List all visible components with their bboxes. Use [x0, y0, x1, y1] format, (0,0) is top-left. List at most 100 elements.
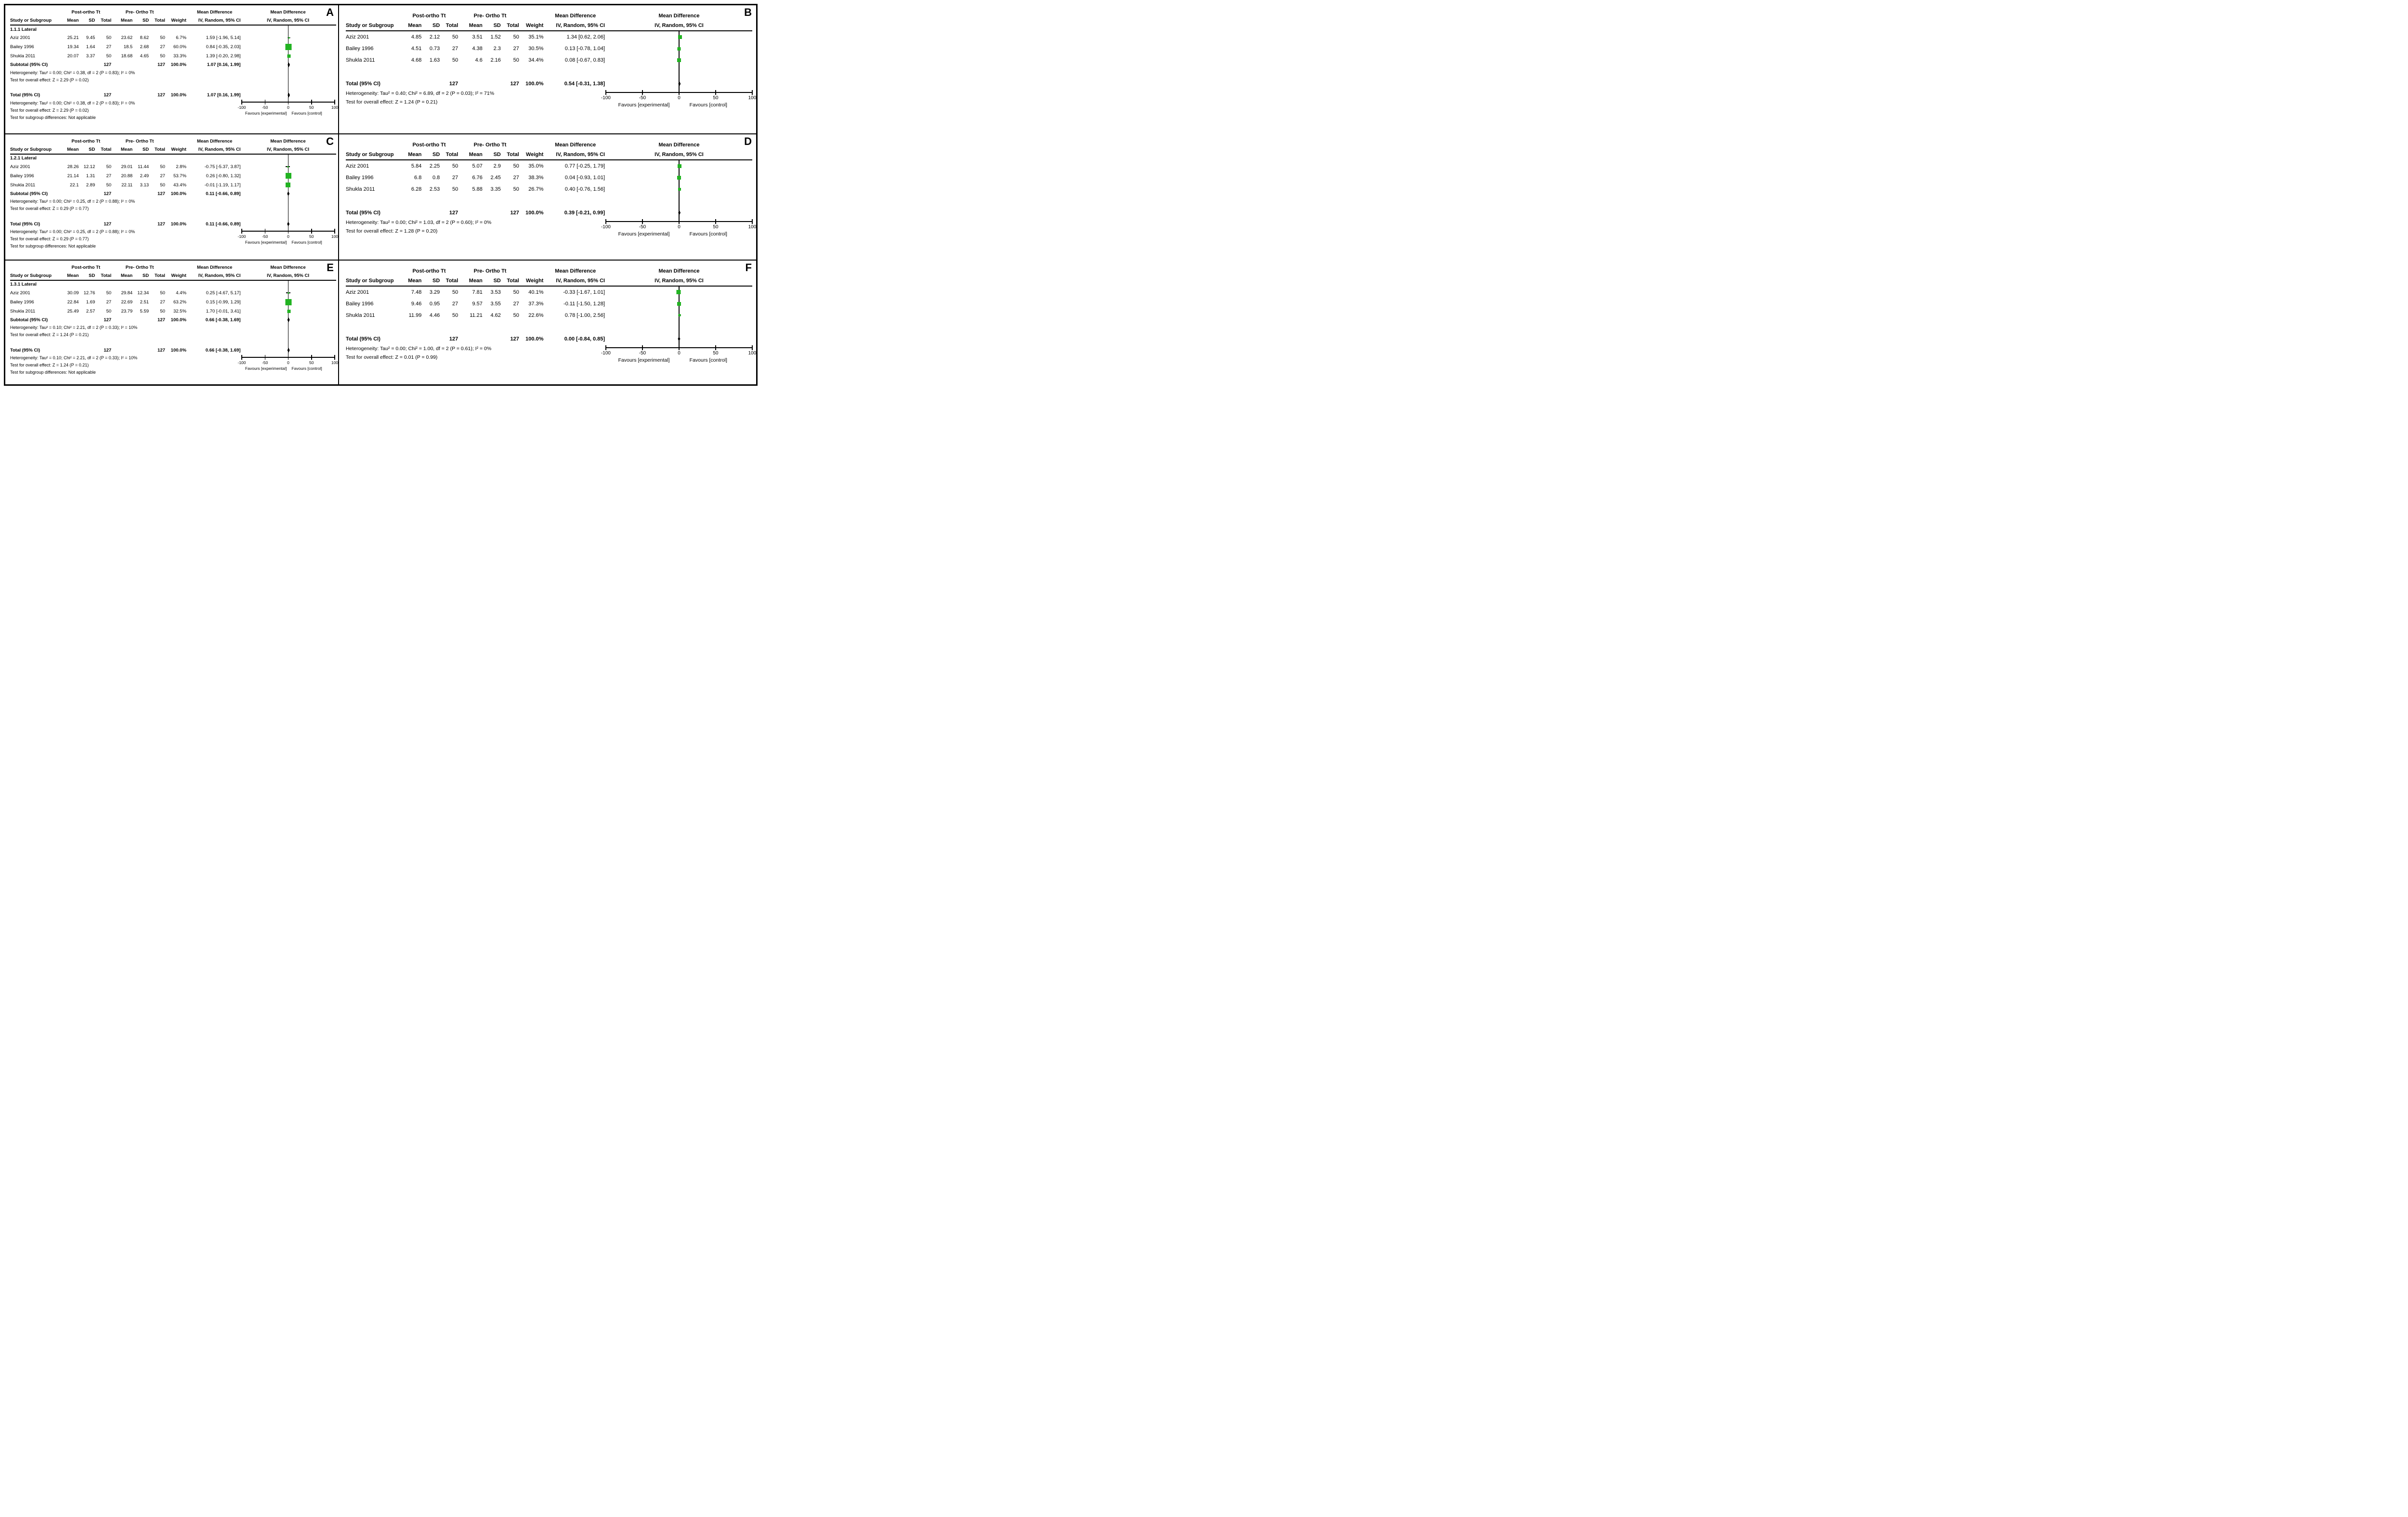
total-ctl-cell: 50: [513, 312, 519, 318]
column-header-2: SD: [432, 151, 440, 157]
ci-cell: 1.07 [0.16, 1.99]: [207, 92, 241, 98]
effect-measure-header: Mean Difference: [197, 10, 233, 15]
column-header-study: Study or Subgroup: [10, 273, 52, 278]
ci-cell: 0.15 [-0.99, 1.29]: [206, 299, 241, 305]
table-row: Aziz 2001 4.85 2.12 50 3.51 1.52 50 35.1% 1.34 […: [346, 31, 752, 43]
note-row: Test for subgroup differences: Not appli…: [10, 243, 336, 250]
study-name: Aziz 2001: [345, 289, 369, 295]
sd-ctl-cell: 2.3: [493, 46, 501, 52]
sd-ctl-cell: 3.53: [490, 289, 501, 295]
column-header-7: Weight: [171, 18, 186, 23]
sd-ctl-cell: 2.68: [140, 44, 149, 50]
note-row: Heterogeneity: Tau² = 0.00; Chi² = 0.25,…: [10, 198, 336, 205]
total-ctl-cell: 127: [157, 221, 165, 227]
total-ctl-cell: 127: [157, 191, 165, 196]
spacer-row: [10, 212, 336, 220]
overall-effect-note: Test for overall effect: Z = 0.01 (P = 0…: [345, 354, 438, 360]
column-header-5: SD: [142, 273, 149, 278]
study-name: Aziz 2001: [345, 163, 369, 169]
total-label: Total (95% CI): [345, 81, 380, 87]
total-row: Total (95% CI) 127 127 100.0% 0.00 [-0.84, 0…: [346, 334, 752, 344]
effect-measure-header: Mean Difference: [197, 138, 233, 144]
column-header-4: Mean: [469, 277, 483, 284]
group-header-row: Post-ortho Tt Pre- Ortho Tt Mean Differenc…: [346, 266, 752, 276]
note-row: Test for overall effect: Z = 2.29 (P = 0…: [10, 76, 336, 83]
experimental-group-header: Post-ortho Tt: [412, 268, 446, 274]
total-exp-cell: 127: [449, 81, 458, 87]
column-header-3: Total: [101, 146, 112, 152]
subgroup-label: 1.1.1 Lateral: [10, 26, 37, 32]
column-header-2: SD: [89, 18, 95, 23]
spacer-row: [346, 66, 752, 78]
heterogeneity-note: Heterogeneity: Tau² = 0.00; Chi² = 1.00,…: [345, 345, 492, 352]
column-header-2: SD: [432, 23, 440, 28]
study-name: Bailey 1996: [345, 301, 374, 307]
panel-rows: Post-ortho Tt Pre- Ortho Tt Mean Differenc…: [339, 5, 756, 133]
sd-exp-cell: 9.45: [86, 35, 95, 40]
total-ctl-cell: 50: [160, 308, 165, 314]
column-header-study: Study or Subgroup: [10, 18, 52, 23]
effect-measure-plot-header: Mean Difference: [658, 268, 700, 274]
weight-cell: 33.3%: [173, 53, 186, 59]
total-ctl-cell: 50: [160, 35, 165, 40]
column-header-7: Weight: [526, 277, 544, 284]
overall-effect-note: Test for overall effect: Z = 1.24 (P = 0…: [10, 332, 89, 338]
ci-cell: 0.54 [-0.31, 1.38]: [564, 81, 605, 87]
mean-exp-cell: 20.07: [67, 53, 79, 59]
heterogeneity-note: Heterogeneity: Tau² = 0.00; Chi² = 0.38,…: [10, 70, 135, 75]
total-ctl-cell: 50: [160, 164, 165, 170]
sd-exp-cell: 2.12: [429, 34, 440, 40]
total-exp-cell: 127: [104, 317, 112, 323]
column-header-3: Total: [101, 273, 112, 278]
mean-exp-cell: 25.49: [67, 308, 79, 314]
subgroup-label-row: 1.2.1 Lateral: [10, 155, 336, 162]
subtotal-row: Subtotal (95% CI) 127 127 100.0% 0.11 [-0.66…: [10, 190, 336, 198]
sd-exp-cell: 2.25: [429, 163, 440, 169]
heterogeneity-note: Heterogeneity: Tau² = 0.10; Chi² = 2.21,…: [10, 325, 138, 330]
total-ctl-cell: 27: [160, 299, 165, 305]
weight-cell: 35.1%: [528, 34, 544, 40]
total-exp-cell: 50: [452, 163, 458, 169]
total-exp-cell: 50: [452, 57, 458, 63]
weight-cell: 100.0%: [170, 221, 186, 227]
table-row: Aziz 2001 7.48 3.29 50 7.81 3.53 50 40.1% -0.33 …: [346, 287, 752, 298]
mean-exp-cell: 4.51: [411, 46, 422, 52]
table-row: Bailey 1996 9.46 0.95 27 9.57 3.55 27 37.3% -0.1…: [346, 298, 752, 310]
control-group-header: Pre- Ortho Tt: [125, 138, 154, 144]
table-row: Bailey 1996 4.51 0.73 27 4.38 2.3 27 30.5% 0.13 …: [346, 43, 752, 54]
spacer-row: [346, 195, 752, 208]
note-row: Test for overall effect: Z = 2.29 (P = 0…: [10, 106, 336, 114]
sd-exp-cell: 2.53: [429, 186, 440, 192]
total-label: Total (95% CI): [345, 209, 380, 216]
total-exp-cell: 27: [452, 46, 458, 52]
total-ctl-cell: 127: [510, 209, 519, 216]
weight-cell: 6.7%: [176, 35, 186, 40]
sd-exp-cell: 1.63: [429, 57, 440, 63]
total-exp-cell: 127: [104, 92, 112, 98]
mean-exp-cell: 4.85: [411, 34, 422, 40]
effect-measure-header: Mean Difference: [555, 142, 596, 148]
total-exp-cell: 127: [104, 62, 112, 67]
mean-ctl-cell: 23.62: [121, 35, 133, 40]
mean-ctl-cell: 18.68: [121, 53, 133, 59]
overall-effect-note: Test for overall effect: Z = 1.28 (P = 0…: [345, 228, 438, 234]
mean-ctl-cell: 29.84: [121, 290, 133, 296]
total-exp-cell: 50: [452, 34, 458, 40]
sd-exp-cell: 2.89: [86, 182, 95, 188]
total-exp-cell: 27: [452, 301, 458, 307]
column-header-2: SD: [432, 277, 440, 284]
column-header-5: SD: [493, 277, 501, 284]
note-row: Test for overall effect: Z = 1.24 (P = 0…: [10, 331, 336, 339]
mean-exp-cell: 19.34: [67, 44, 79, 50]
weight-cell: 37.3%: [528, 301, 544, 307]
experimental-group-header: Post-ortho Tt: [412, 13, 446, 19]
total-exp-cell: 50: [452, 186, 458, 192]
forest-panel-c: C Post-ortho Tt Pre- Ortho Tt Mean Differen…: [5, 134, 339, 261]
column-header-4: Mean: [469, 151, 483, 157]
sd-exp-cell: 2.57: [86, 308, 95, 314]
method-plot-header: IV, Random, 95% CI: [654, 277, 704, 284]
total-ctl-cell: 127: [157, 62, 165, 67]
method-plot-header: IV, Random, 95% CI: [654, 23, 704, 28]
table-row: Bailey 1996 6.8 0.8 27 6.76 2.45 27 38.3% 0.04 […: [346, 172, 752, 183]
note-row: Heterogeneity: Tau² = 0.00; Chi² = 1.03,…: [346, 218, 752, 227]
